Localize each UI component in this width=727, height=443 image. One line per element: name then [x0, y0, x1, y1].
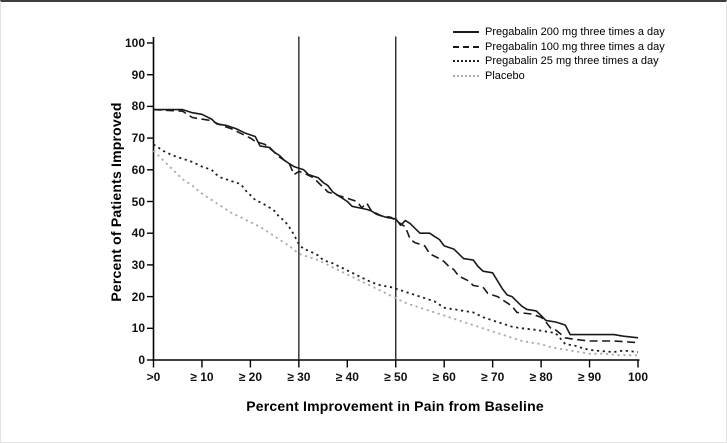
- x-tick-label: ≥ 40: [335, 370, 359, 384]
- y-tick-label: 30: [131, 257, 145, 272]
- legend-item-pregabalin-100: Pregabalin 100 mg three times a day: [453, 40, 665, 55]
- series-line-3: [152, 150, 638, 357]
- legend-item-pregabalin-200: Pregabalin 200 mg three times a day: [453, 25, 665, 40]
- y-tick-label: 60: [131, 162, 145, 177]
- y-tick-label: 80: [131, 99, 145, 114]
- x-tick-label: ≥ 90: [577, 370, 602, 384]
- x-tick-label: 100: [627, 370, 649, 384]
- y-tick-label: 20: [131, 289, 145, 304]
- x-axis-title: Percent Improvement in Pain from Baselin…: [246, 398, 544, 414]
- x-tick-label: ≥ 30: [287, 370, 311, 384]
- y-tick-label: 10: [131, 321, 145, 336]
- y-tick-label: 100: [124, 36, 145, 50]
- y-tick-label: 40: [131, 226, 145, 241]
- dotted-line-icon: [453, 60, 479, 63]
- y-tick-label: 0: [138, 353, 145, 367]
- x-tick-label: ≥ 60: [432, 370, 456, 384]
- x-tick-label: ≥ 10: [190, 370, 214, 384]
- series-line-0: [153, 108, 639, 339]
- legend-label: Pregabalin 25 mg three times a day: [485, 55, 659, 68]
- legend-label: Placebo: [485, 69, 525, 82]
- y-tick-label: 90: [131, 67, 145, 82]
- x-tick-label: ≥ 50: [384, 370, 408, 384]
- x-tick-label: ≥ 20: [238, 370, 263, 384]
- legend-item-pregabalin-25: Pregabalin 25 mg three times a day: [453, 54, 665, 69]
- x-tick-label: >0: [146, 370, 161, 384]
- y-tick-label: 70: [131, 131, 145, 146]
- y-tick-label: 50: [131, 194, 145, 209]
- solid-line-icon: [453, 31, 479, 34]
- dashed-line-icon: [453, 45, 479, 48]
- series-line-2: [153, 143, 639, 354]
- x-tick-label: ≥ 70: [481, 370, 505, 384]
- legend-label: Pregabalin 200 mg three times a day: [485, 26, 665, 39]
- gray-dotted-line-icon: [453, 74, 479, 77]
- legend-item-placebo: Placebo: [453, 69, 665, 84]
- x-tick-label: ≥ 80: [529, 370, 553, 384]
- legend-label: Pregabalin 100 mg three times a day: [485, 40, 665, 53]
- legend: Pregabalin 200 mg three times a day Preg…: [453, 25, 665, 83]
- series-line-1: [153, 108, 639, 344]
